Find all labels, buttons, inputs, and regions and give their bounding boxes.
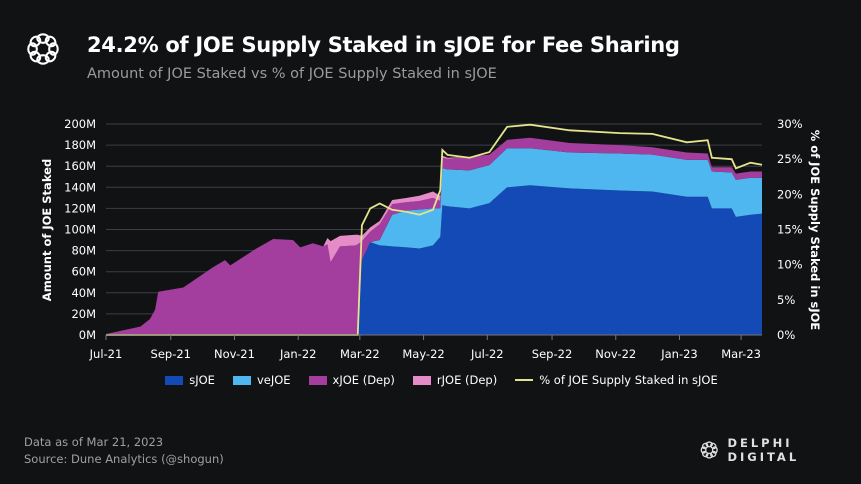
y2-axis-label: % of JOE Supply Staked in sJOE: [808, 130, 822, 331]
legend-item-xjoe[interactable]: xJOE (Dep): [308, 373, 395, 387]
chart-title: 24.2% of JOE Supply Staked in sJOE for F…: [87, 33, 680, 57]
y2-tick-label: 20%: [777, 187, 803, 201]
legend-item-pct[interactable]: % of JOE Supply Staked in sJOE: [515, 373, 718, 387]
x-tick-label: Sep-21: [151, 347, 191, 361]
legend-label: rJOE (Dep): [436, 373, 498, 387]
chart-subtitle: Amount of JOE Staked vs % of JOE Supply …: [87, 66, 497, 82]
y-tick-label: 160M: [64, 159, 96, 173]
y-tick-label: 140M: [64, 180, 96, 194]
legend: sJOE veJOE xJOE (Dep) rJOE (Dep) % of JO…: [0, 373, 861, 387]
data-date-note: Data as of Mar 21, 2023: [24, 435, 164, 449]
area-xjoe: [106, 137, 762, 335]
legend-item-rjoe[interactable]: rJOE (Dep): [412, 373, 498, 387]
legend-label: xJOE (Dep): [332, 373, 395, 387]
x-tick-label: Mar-23: [721, 347, 761, 361]
y-tick-label: 100M: [64, 223, 96, 237]
brand: DELPHI DIGITAL: [699, 436, 861, 464]
x-tick-label: Sep-22: [532, 347, 572, 361]
legend-swatch-xjoe: [308, 375, 327, 385]
legend-item-sjoe[interactable]: sJOE: [165, 373, 215, 387]
legend-swatch-rjoe: [412, 375, 431, 385]
y2-tick-label: 15%: [777, 223, 803, 237]
legend-swatch-sjoe: [165, 375, 184, 385]
y-tick-label: 200M: [64, 117, 96, 131]
y-tick-label: 120M: [64, 201, 96, 215]
x-tick-label: Jul-21: [89, 347, 123, 361]
brand-name: DELPHI DIGITAL: [727, 436, 800, 464]
y2-tick-label: 25%: [777, 152, 803, 166]
y-axis-label: Amount of JOE Staked: [40, 159, 54, 301]
legend-item-vejoe[interactable]: veJOE: [232, 373, 291, 387]
legend-label: % of JOE Supply Staked in sJOE: [539, 373, 718, 387]
y2-tick-label: 30%: [777, 117, 803, 131]
y-tick-label: 20M: [71, 307, 96, 321]
legend-label: veJOE: [256, 373, 291, 387]
source-note: Source: Dune Analytics (@shogun): [24, 452, 224, 466]
area-vejoe: [106, 148, 762, 335]
x-tick-label: May-22: [402, 347, 444, 361]
y2-tick-label: 0%: [777, 328, 795, 342]
x-tick-label: Jan-23: [660, 347, 698, 361]
legend-swatch-vejoe: [232, 375, 251, 385]
x-tick-label: Nov-21: [214, 347, 255, 361]
x-tick-label: Jan-22: [279, 347, 317, 361]
y-tick-label: 180M: [64, 138, 96, 152]
y2-tick-label: 5%: [777, 293, 795, 307]
y-tick-label: 80M: [71, 244, 96, 258]
y-tick-label: 0M: [79, 328, 96, 342]
x-tick-label: Jul-22: [470, 347, 504, 361]
delphi-logo-icon: [27, 33, 59, 65]
legend-swatch-pct: [515, 379, 534, 381]
y-tick-label: 40M: [71, 286, 96, 300]
area-sjoe: [106, 185, 762, 335]
y-tick-label: 60M: [71, 265, 96, 279]
legend-label: sJOE: [189, 373, 215, 387]
footer: Data as of Mar 21, 2023 Source: Dune Ana…: [24, 434, 224, 468]
x-tick-label: Nov-22: [595, 347, 636, 361]
delphi-brand-icon: [700, 441, 718, 459]
y2-tick-label: 10%: [777, 258, 803, 272]
x-tick-label: Mar-22: [340, 347, 380, 361]
